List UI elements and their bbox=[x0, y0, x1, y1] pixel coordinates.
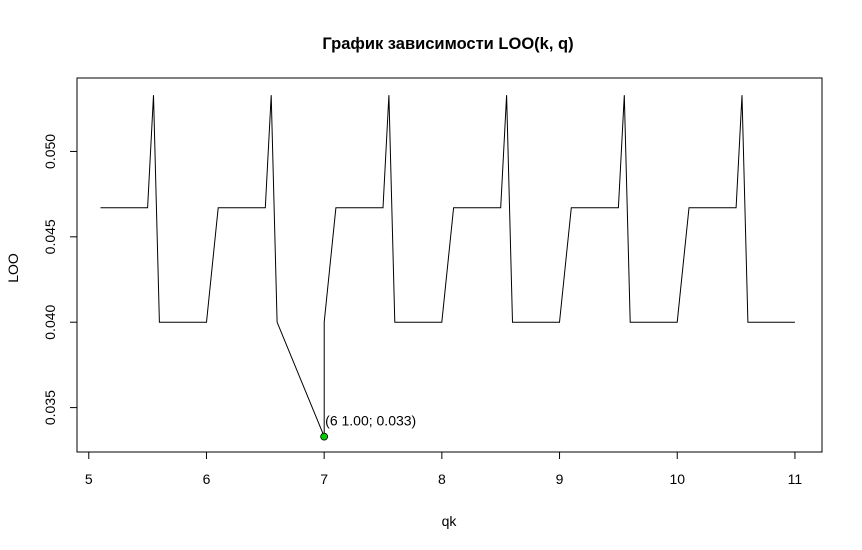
plot-frame bbox=[76, 77, 823, 453]
x-tick-label: 10 bbox=[669, 471, 685, 487]
min-point-annotation: (6 1.00; 0.033) bbox=[325, 413, 416, 429]
x-tick-label: 8 bbox=[438, 471, 446, 487]
y-tick-label: 0.045 bbox=[42, 219, 58, 254]
highlight-layer: (6 1.00; 0.033) bbox=[320, 413, 416, 441]
y-tick-label: 0.035 bbox=[42, 390, 58, 425]
y-tick-label: 0.050 bbox=[42, 134, 58, 169]
y-axis: 0.035 0.040 0.045 0.050 bbox=[42, 134, 78, 425]
x-tick-label: 6 bbox=[203, 471, 211, 487]
min-point-marker bbox=[320, 432, 329, 441]
x-tick-label: 9 bbox=[556, 471, 564, 487]
x-tick-label: 11 bbox=[788, 471, 803, 487]
series-layer bbox=[100, 95, 795, 437]
x-tick-label: 5 bbox=[85, 471, 93, 487]
series-line bbox=[100, 95, 795, 437]
y-axis-label: LOO bbox=[5, 253, 21, 283]
x-tick-label: 7 bbox=[320, 471, 328, 487]
y-tick-label: 0.040 bbox=[42, 304, 58, 339]
x-axis-label: qk bbox=[442, 513, 458, 529]
x-axis: 5 6 7 8 9 10 11 bbox=[85, 451, 803, 487]
chart-title: График зависимости LOO(k, q) bbox=[322, 35, 573, 53]
